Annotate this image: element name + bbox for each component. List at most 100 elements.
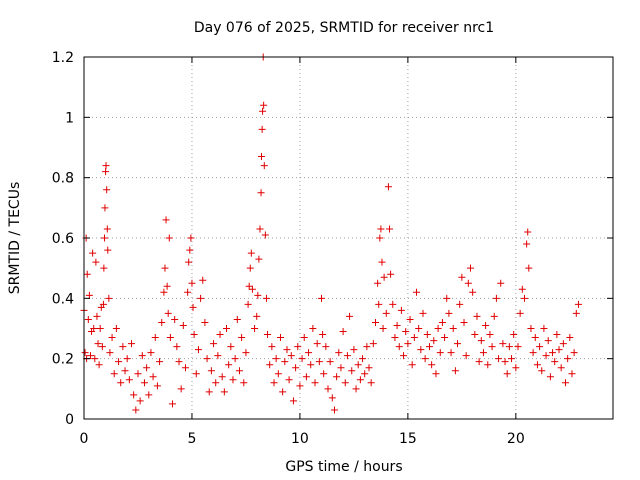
srmtid-point [445,309,453,317]
srmtid-point [574,300,582,308]
srmtid-point [510,331,518,339]
srmtid-point [395,343,403,351]
srmtid-point [354,361,362,369]
srmtid-point [527,325,535,332]
srmtid-point [520,294,528,302]
srmtid-point [201,318,209,326]
srmtid-point [466,264,474,272]
srmtid-point [258,125,266,133]
srmtid-point [132,406,140,414]
srmtid-point [246,264,254,272]
srmtid-point [134,370,142,378]
srmtid-point [260,101,268,109]
srmtid-point [408,361,416,369]
y-axis-title: SRMTID / TECUs [7,182,23,295]
srmtid-point [516,309,524,317]
srmtid-point [257,189,265,197]
srmtid-point [115,358,123,366]
srmtid-point [220,388,228,396]
srmtid-point [551,358,559,366]
srmtid-point [546,373,554,381]
srmtid-point [259,107,267,115]
srmtid-point [454,340,462,348]
srmtid-point [90,325,98,332]
srmtid-point [179,321,187,329]
srmtid-point [128,340,136,348]
srmtid-point [497,279,505,287]
srmtid-point [544,337,552,345]
x-tick-label: 15 [399,431,417,447]
srmtid-point [508,355,516,363]
srmtid-point [330,406,338,414]
srmtid-point [379,325,387,332]
srmtid-point [186,246,194,254]
srmtid-point [143,364,151,372]
srmtid-point [261,231,269,239]
srmtid-point [117,379,125,387]
axis-tick-labels: 0 0.2 0.4 0.6 0.8 1 1.2 0 5 10 15 20 [52,50,525,447]
srmtid-point [503,370,511,378]
srmtid-point [95,361,103,369]
srmtid-point [346,312,354,320]
srmtid-point [145,391,153,399]
srmtid-point [318,294,326,302]
srmtid-point [505,343,513,351]
srmtid-point [402,328,410,336]
srmtid-point [169,400,177,408]
x-tick-label: 20 [507,431,525,447]
srmtid-point [84,315,92,323]
srmtid-point [285,376,293,384]
srmtid-point [514,343,522,351]
srmtid-point [335,349,343,357]
srmtid-point [302,373,310,381]
srmtid-point [307,361,315,369]
srmtid-point [235,367,243,375]
srmtid-point [136,397,144,405]
srmtid-point [400,352,408,360]
srmtid-point [488,343,496,351]
srmtid-point [449,325,457,332]
srmtid-point [229,376,237,384]
srmtid-point [531,334,539,342]
srmtid-point [242,349,250,357]
srmtid-point [482,321,490,329]
srmtid-point [108,334,116,342]
srmtid-point [542,352,550,360]
srmtid-point [231,355,239,363]
srmtid-point [484,361,492,369]
srmtid-point [101,234,109,242]
srmtid-point [348,367,356,375]
srmtid-point [549,349,557,357]
srmtid-point [81,349,89,357]
srmtid-point [315,358,323,366]
srmtid-point [266,361,274,369]
srmtid-point [96,325,104,332]
srmtid-point [210,340,218,348]
srmtid-point [251,325,259,332]
srmtid-point [125,376,133,384]
srmtid-point [89,249,97,257]
y-tick-label: 0 [65,412,74,428]
srmtid-point [83,270,91,278]
srmtid-point [276,334,284,342]
srmtid-point [158,318,166,326]
srmtid-point [287,352,295,360]
srmtid-point [387,270,395,278]
y-tick-label: 1 [65,110,74,126]
srmtid-point [434,325,442,332]
srmtid-point [105,294,113,302]
srmtid-point [207,367,215,375]
srmtid-point [538,367,546,375]
srmtid-point [100,264,108,272]
srmtid-point [298,355,306,363]
srmtid-point [371,318,379,326]
srmtid-point [160,288,168,296]
srmtid-point [524,228,532,236]
srmtid-point [462,352,470,360]
srmtid-point [283,346,291,354]
srmtid-point [512,364,520,372]
srmtid-point [256,225,264,233]
srmtid-point [486,331,494,339]
srmtid-point [378,258,386,266]
srmtid-point [367,379,375,387]
